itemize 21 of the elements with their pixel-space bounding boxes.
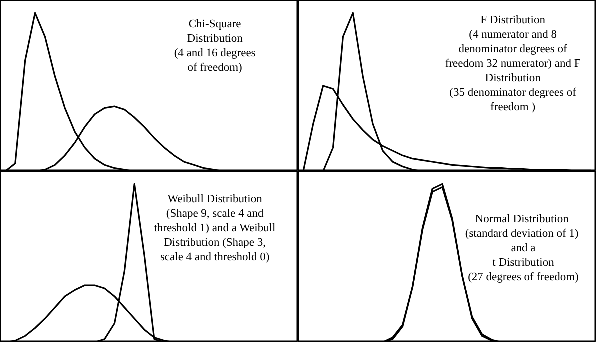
annotation: denominator degrees of	[458, 44, 568, 56]
annotation: threshold 1) and a Weibull	[154, 222, 276, 234]
annotation: F Distribution	[480, 14, 546, 26]
annotation: Normal Distribution	[475, 214, 570, 226]
annotation: Weibull Distribution	[168, 194, 263, 206]
annotation: (27 degrees of freedom)	[468, 272, 580, 284]
annotation: Distribution (Shape 3,	[164, 237, 266, 249]
annotation: (4 and 16 degrees	[174, 48, 256, 60]
annotation: (Shape 9, scale 4 and	[166, 208, 264, 220]
annotation: t Distribution	[492, 257, 555, 269]
annotation: (4 numerator and 8	[469, 29, 558, 41]
annotation: Distribution	[187, 33, 244, 45]
annotation: freedom )	[490, 102, 536, 114]
annotation: freedom 32 numerator) and F	[445, 58, 581, 70]
annotation: (standard deviation of 1)	[465, 228, 579, 240]
annotation: of freedom)	[188, 62, 243, 74]
annotation: (35 denominator degrees of	[450, 87, 577, 99]
annotation: Chi-Square	[188, 18, 242, 30]
annotation: scale 4 and threshold 0)	[160, 252, 270, 264]
annotation: and a	[511, 242, 536, 254]
annotation: Distribution	[485, 72, 542, 84]
